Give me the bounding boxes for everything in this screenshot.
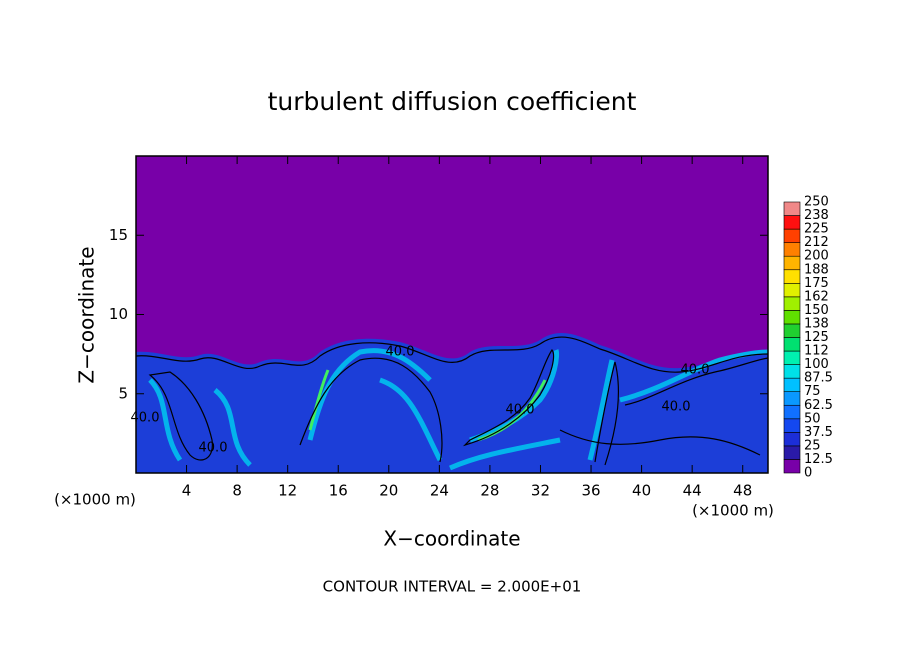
x-tick-label: 40 [632, 482, 651, 500]
y-tick-label: 15 [109, 226, 128, 244]
colorbar-box [783, 310, 801, 325]
colorbar-box [783, 255, 801, 271]
colorbar-label: 188 [804, 262, 829, 277]
colorbar-box [783, 323, 801, 338]
contour-label: 40.0 [662, 400, 691, 415]
colorbar-label: 212 [804, 235, 829, 250]
colorbar-label: 175 [804, 276, 829, 291]
colorbar-box [783, 391, 801, 406]
x-tick-label: 32 [531, 482, 550, 500]
colorbar-label: 75 [804, 384, 821, 399]
colorbar-label: 150 [804, 303, 829, 318]
colorbar-label: 138 [804, 316, 829, 331]
x-unit-label: (×1000 m) [54, 491, 136, 509]
colorbar-box [783, 404, 801, 420]
colorbar-label: 225 [804, 222, 829, 237]
colorbar-label: 37.5 [804, 425, 833, 440]
contour-label: 40.0 [506, 403, 535, 418]
colorbar-box [783, 282, 801, 298]
y-tick-label: 10 [109, 305, 128, 323]
x-tick-label: 4 [182, 482, 192, 500]
colorbar-label: 125 [804, 330, 829, 345]
contours [135, 336, 769, 466]
colorbar-box [783, 377, 801, 392]
x-tick-label: 24 [430, 482, 449, 500]
colorbar-box [783, 215, 801, 230]
x-unit-label: (×1000 m) [692, 502, 774, 520]
colorbar-label: 87.5 [804, 371, 833, 386]
colorbar-label: 25 [804, 438, 821, 453]
colorbar-box [783, 228, 801, 243]
colorbar-box [783, 418, 801, 433]
x-tick-label: 8 [232, 482, 242, 500]
y-tick-label: 5 [118, 384, 128, 402]
colorbar-box [783, 269, 801, 284]
streaks [148, 348, 769, 471]
chart-title: turbulent diffusion coefficient [268, 87, 637, 116]
x-tick-label: 28 [480, 482, 499, 500]
y-axis-label: Z−coordinate [75, 246, 99, 383]
contour-label: 40.0 [131, 411, 160, 426]
contour-label: 40.0 [681, 363, 710, 378]
colorbar-label: 0 [804, 466, 812, 481]
colorbar-label: 112 [804, 344, 829, 359]
colorbar-label: 12.5 [804, 452, 833, 467]
contour-label: 40.0 [386, 345, 415, 360]
contour-label: 40.0 [199, 441, 228, 456]
colorbar-box [783, 337, 801, 352]
colorbar-box [783, 445, 801, 460]
colorbar-label: 100 [804, 357, 829, 372]
colorbar-box [783, 296, 801, 311]
colorbar-label: 200 [804, 249, 829, 264]
colorbar-label: 250 [804, 195, 829, 210]
colorbar-box [783, 350, 801, 365]
x-tick-label: 12 [278, 482, 297, 500]
x-tick-label: 20 [379, 482, 398, 500]
colorbar-label: 238 [804, 208, 829, 223]
colorbar-box [783, 364, 801, 379]
colorbar-box [783, 242, 801, 257]
colorbar-box [783, 201, 801, 216]
colorbar-box [783, 459, 801, 474]
colorbar-label: 162 [804, 289, 829, 304]
colorbar-label: 62.5 [804, 398, 833, 413]
x-tick-label: 16 [329, 482, 348, 500]
x-tick-label: 36 [581, 482, 600, 500]
colorbar-box [783, 432, 801, 447]
x-tick-label: 44 [683, 482, 702, 500]
annotation: CONTOUR INTERVAL = 2.000E+01 [323, 578, 582, 596]
colorbar-label: 50 [804, 411, 821, 426]
x-axis-label: X−coordinate [383, 527, 520, 551]
x-tick-label: 48 [733, 482, 752, 500]
field [135, 156, 769, 473]
